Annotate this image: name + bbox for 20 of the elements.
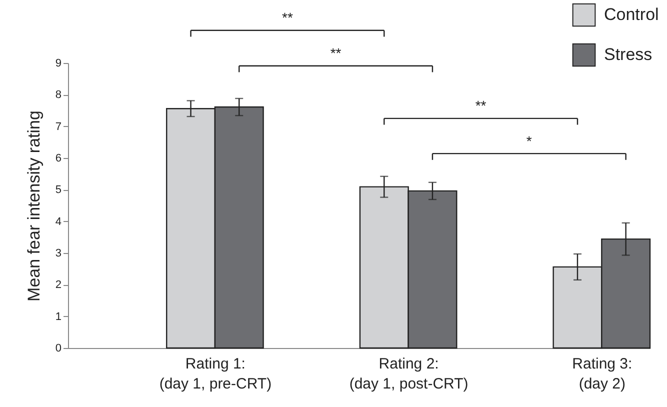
legend-label: Stress (604, 45, 652, 64)
y-tick-label: 3 (55, 248, 62, 260)
y-tick-label: 0 (55, 342, 62, 354)
y-tick-label: 6 (55, 152, 62, 164)
text: ** (282, 10, 294, 26)
annotation: * (526, 132, 532, 149)
y-axis-title: Mean fear intensity rating (24, 110, 44, 302)
text: ** (330, 45, 342, 62)
x-tick-label: Rating 3: (day 2) (572, 356, 632, 392)
y-tick-label: 7 (55, 120, 62, 133)
legend-label: Control (604, 5, 659, 24)
y-tick-label: 8 (55, 89, 62, 102)
y-tick-label: 4 (55, 216, 62, 228)
annotation: ** (475, 98, 487, 114)
y-tick-label: 5 (55, 184, 62, 196)
y-tick-label: 2 (55, 279, 62, 292)
x-tick-label: Rating 1: (day 1, pre-CRT) (159, 356, 272, 392)
y-tick-label: 1 (55, 310, 62, 323)
x-tick-label: Rating 2: (day 1, post-CRT) (349, 356, 468, 392)
y-tick-label: 9 (55, 58, 62, 70)
